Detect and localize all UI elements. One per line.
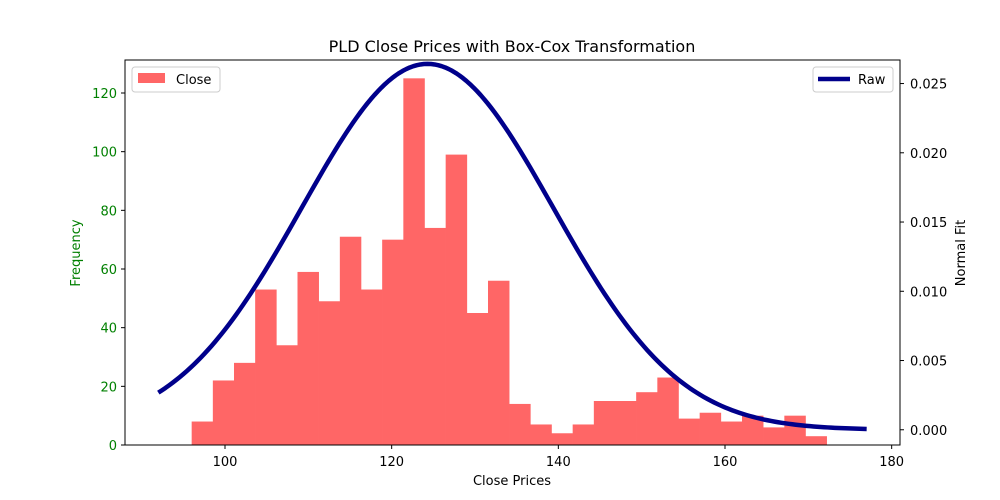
histogram-bar (318, 301, 341, 445)
histogram-bar (742, 415, 764, 445)
chart-title: PLD Close Prices with Box-Cox Transforma… (329, 37, 696, 56)
x-tick-label: 180 (879, 455, 904, 470)
y-right-tick-label: 0.020 (910, 147, 947, 162)
y-axis-left: 0 20 40 60 80 100 120 (92, 87, 125, 454)
legend-raw-label: Raw (858, 73, 886, 88)
histogram-bar (255, 289, 277, 445)
histogram-bar (339, 236, 362, 445)
y-right-tick-label: 0.000 (910, 424, 947, 439)
histogram-bar (805, 436, 827, 445)
y-left-tick-label: 100 (92, 146, 117, 161)
histogram-bar (657, 377, 679, 445)
y-left-tick-label: 80 (100, 204, 117, 219)
histogram-bar (593, 401, 616, 445)
legend-close-swatch (138, 73, 165, 83)
y-axis-left-label: Frequency (69, 219, 84, 286)
y-left-tick-label: 20 (100, 380, 117, 395)
histogram-bar (636, 392, 658, 445)
legend-close-label: Close (176, 73, 211, 88)
y-left-tick-label: 40 (100, 322, 117, 337)
histogram-bar (234, 362, 256, 445)
histogram-bar (488, 280, 510, 445)
histogram-bar (678, 418, 700, 445)
x-tick-label: 100 (213, 455, 238, 470)
histogram-bar (509, 403, 531, 445)
x-tick-label: 160 (713, 455, 738, 470)
y-right-tick-label: 0.025 (910, 78, 947, 93)
legend-right: Raw (812, 66, 894, 93)
normal-fit-curve-group (157, 61, 867, 432)
y-left-tick-label: 60 (100, 263, 117, 278)
histogram-bar (720, 421, 743, 445)
x-tick-label: 120 (379, 455, 404, 470)
histogram-bar (763, 427, 785, 445)
y-axis-right: 0.000 0.005 0.010 0.015 0.020 0.025 (900, 78, 947, 439)
histogram-bar (297, 271, 319, 445)
y-right-tick-label: 0.005 (910, 355, 947, 370)
histogram-bar (361, 289, 383, 445)
x-axis-label: Close Prices (473, 474, 551, 489)
histogram-bar (530, 424, 552, 445)
histogram-bar (445, 154, 468, 445)
histogram-bar (615, 401, 637, 445)
histogram-bar (466, 313, 489, 445)
histogram-bar (424, 227, 446, 445)
legend-right-box (812, 66, 894, 93)
legend-left: Close (131, 66, 221, 93)
normal-fit-curve (157, 61, 867, 432)
y-axis-right-label: Normal Fit (954, 220, 969, 286)
histogram-bars (191, 78, 827, 445)
histogram-bar (551, 433, 573, 445)
histogram-bar (212, 380, 235, 445)
x-axis: 100 120 140 160 180 (213, 445, 904, 470)
histogram-bar (382, 239, 404, 445)
x-tick-label: 140 (546, 455, 571, 470)
y-right-tick-label: 0.010 (910, 285, 947, 300)
histogram-bar (191, 421, 214, 445)
histogram-bar (403, 78, 425, 445)
histogram-bar (699, 412, 722, 445)
histogram-bar (572, 424, 595, 445)
histogram-bar (784, 415, 806, 445)
y-left-tick-label: 0 (109, 439, 117, 454)
y-left-tick-label: 120 (92, 87, 117, 102)
histogram-bar (276, 345, 298, 445)
plot-frame (124, 59, 901, 446)
y-right-tick-label: 0.015 (910, 216, 947, 231)
